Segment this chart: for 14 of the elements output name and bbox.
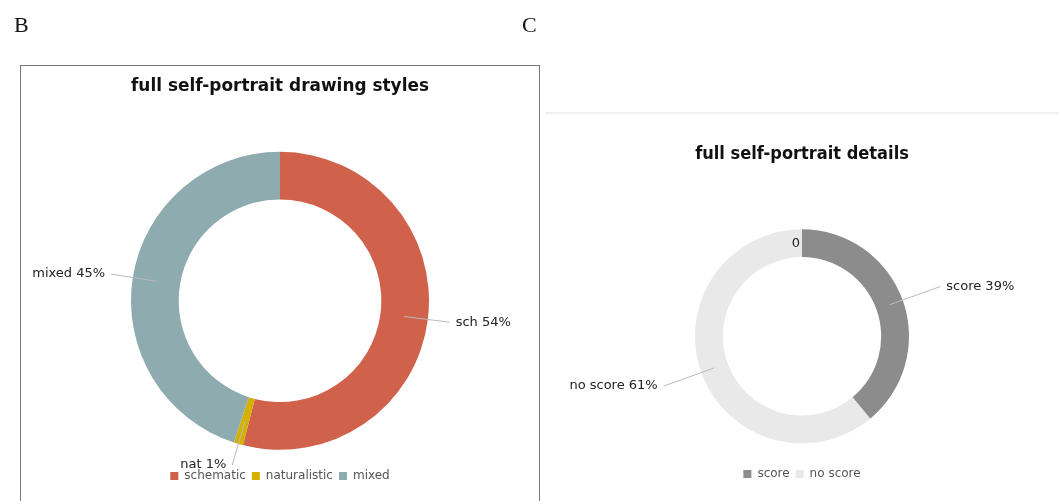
text: C [522, 12, 537, 38]
legend-label: score [757, 466, 790, 481]
text: B [14, 12, 29, 38]
legend-label: schematic [184, 468, 246, 483]
legend-label: mixed [352, 468, 390, 483]
data-label: score 39% [946, 277, 1015, 293]
text: 0 [791, 234, 801, 250]
data-label: mixed 45% [32, 265, 106, 281]
legend-label: naturalistic [265, 468, 333, 483]
chart-title: full self-portrait drawing styles [131, 74, 429, 96]
legend-label: no score [809, 466, 861, 481]
data-label: sch 54% [455, 313, 511, 329]
chart-title: full self-portrait details [695, 142, 909, 164]
data-label: no score 61% [569, 377, 658, 393]
